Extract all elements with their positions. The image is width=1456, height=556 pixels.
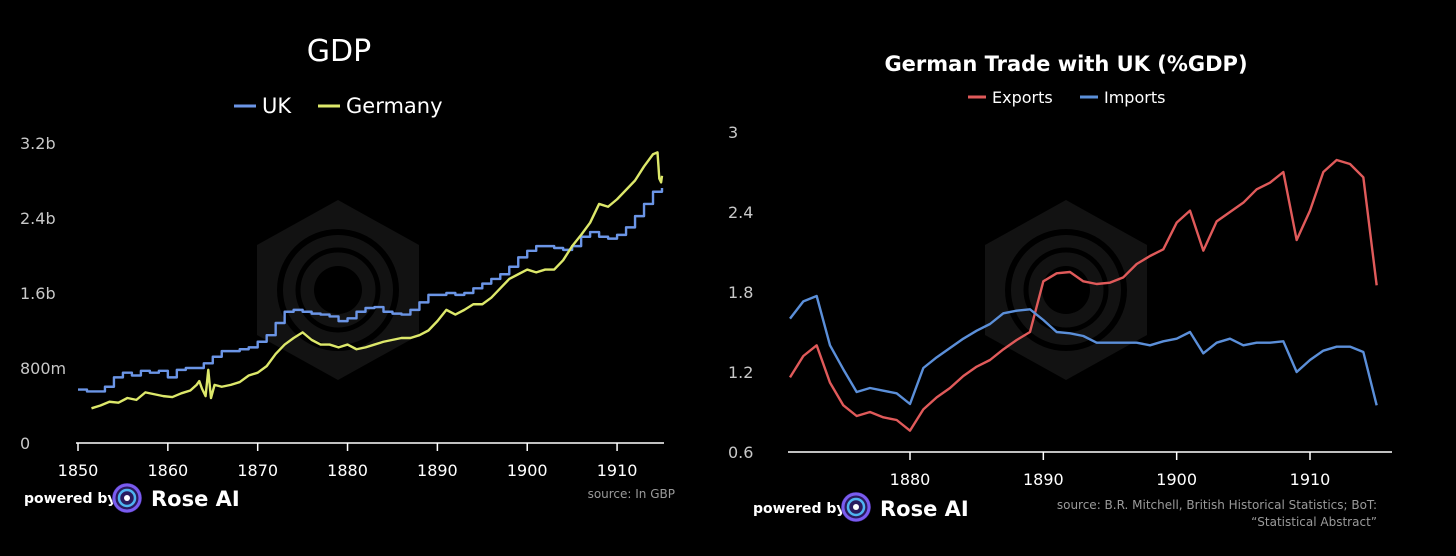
y-tick-label: 2.4 bbox=[728, 203, 753, 222]
y-tick-label: 3.2b bbox=[20, 134, 56, 153]
x-tick-label: 1850 bbox=[58, 461, 99, 480]
x-tick-label: 1910 bbox=[1290, 470, 1331, 489]
watermark-logo bbox=[257, 200, 419, 380]
chart-title: German Trade with UK (%GDP) bbox=[884, 52, 1247, 76]
y-tick-label: 2.4b bbox=[20, 209, 56, 228]
series-line-imports bbox=[789, 294, 1378, 406]
x-tick-label: 1860 bbox=[147, 461, 188, 480]
y-tick-label: 0.6 bbox=[728, 443, 753, 462]
x-axis: 1850 1860 1870 1880 1890 1900 1910 bbox=[58, 443, 638, 480]
rose-ai-logo-icon bbox=[112, 483, 142, 513]
y-tick-label: 800m bbox=[20, 359, 66, 378]
x-tick-label: 1870 bbox=[237, 461, 278, 480]
x-tick-label: 1890 bbox=[417, 461, 458, 480]
x-axis: 1880 1890 1900 1910 bbox=[890, 452, 1331, 489]
y-tick-label: 3 bbox=[728, 123, 738, 142]
powered-by-badge[interactable]: powered by Rose AI bbox=[753, 492, 969, 522]
y-tick-label: 1.8 bbox=[728, 283, 753, 302]
series-line-exports bbox=[788, 158, 1378, 432]
rose-ai-logo-icon bbox=[841, 492, 871, 522]
legend: UK Germany bbox=[234, 94, 443, 118]
y-tick-label: 1.6b bbox=[20, 284, 56, 303]
chart-title: GDP bbox=[307, 34, 371, 69]
x-tick-label: 1890 bbox=[1023, 470, 1064, 489]
source-note-line-2: “Statistical Abstract” bbox=[1251, 515, 1377, 529]
powered-by-label: powered by bbox=[24, 491, 117, 507]
trade-chart: German Trade with UK (%GDP) Exports Impo… bbox=[728, 52, 1392, 529]
legend: Exports Imports bbox=[968, 88, 1165, 107]
series-line-germany bbox=[91, 151, 664, 410]
y-tick-label: 0 bbox=[20, 434, 30, 453]
watermark-logo bbox=[985, 200, 1147, 380]
series-line-uk bbox=[78, 188, 664, 393]
plot-area bbox=[78, 151, 664, 410]
powered-by-label: powered by bbox=[753, 501, 846, 517]
source-note-line-1: source: B.R. Mitchell, British Historica… bbox=[1057, 498, 1377, 512]
source-note: source: In GBP bbox=[588, 487, 675, 501]
y-tick-label: 1.2 bbox=[728, 363, 753, 382]
legend-label-exports: Exports bbox=[992, 88, 1053, 107]
x-tick-label: 1880 bbox=[327, 461, 368, 480]
y-axis: 0.6 1.2 1.8 2.4 3 bbox=[728, 123, 753, 462]
legend-label-uk: UK bbox=[262, 94, 292, 118]
x-tick-label: 1880 bbox=[890, 470, 931, 489]
legend-label-imports: Imports bbox=[1104, 88, 1165, 107]
brand-name: Rose AI bbox=[151, 487, 240, 511]
legend-label-germany: Germany bbox=[346, 94, 443, 118]
y-axis: 0 800m 1.6b 2.4b 3.2b bbox=[20, 134, 66, 453]
brand-name: Rose AI bbox=[880, 497, 969, 521]
gdp-chart: GDP UK Germany 0 800m 1.6b 2.4b 3.2b 1850 186… bbox=[20, 34, 675, 513]
x-tick-label: 1900 bbox=[1156, 470, 1197, 489]
powered-by-badge[interactable]: powered by Rose AI bbox=[24, 483, 240, 513]
x-tick-label: 1900 bbox=[507, 461, 548, 480]
plot-area bbox=[788, 158, 1378, 432]
x-tick-label: 1910 bbox=[597, 461, 638, 480]
